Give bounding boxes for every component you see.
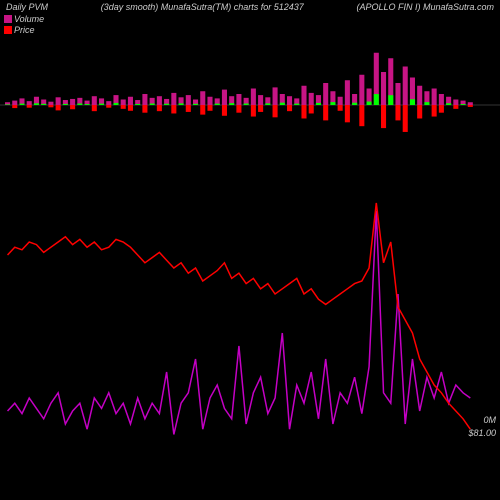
volume-zero-label: 0M [483,415,496,425]
legend-volume: Volume [4,14,44,24]
legend: Volume Price [4,14,44,36]
price-swatch [4,26,12,34]
legend-price: Price [4,25,44,35]
chart-header: Daily PVM (3day smooth) MunafaSutra(TM) … [0,2,500,12]
header-right: (APOLLO FIN I) MunafaSutra.com [356,2,494,12]
header-center: (3day smooth) MunafaSutra(TM) charts for… [101,2,304,12]
volume-swatch [4,15,12,23]
volume-label: Volume [14,14,44,24]
header-left: Daily PVM [6,2,48,12]
price-last-label: $81.00 [468,428,496,438]
price-label: Price [14,25,35,35]
chart-area [0,40,500,500]
chart-svg [0,40,500,500]
